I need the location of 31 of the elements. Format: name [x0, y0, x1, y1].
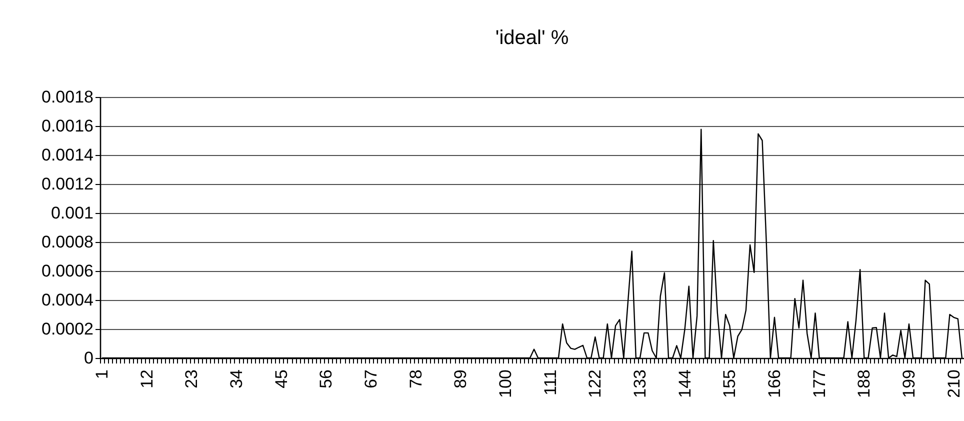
x-tick-label: 199: [899, 370, 918, 398]
y-tick-label: 0.0012: [42, 174, 94, 194]
y-tick-label: 0.0018: [42, 88, 94, 106]
y-tick-label: 0.0014: [42, 146, 94, 164]
x-tick-label: 100: [496, 370, 516, 398]
x-tick-label: 122: [586, 370, 605, 398]
x-tick-label: 67: [362, 370, 381, 388]
y-tick-label: 0.0006: [42, 262, 94, 280]
x-tick-label: 56: [316, 370, 336, 388]
x-tick-label: 78: [406, 370, 426, 388]
y-tick-label: 0.0008: [42, 232, 94, 252]
y-tick-label: 0: [84, 348, 94, 368]
x-tick-label: 210: [944, 370, 964, 398]
x-tick-label: 144: [675, 370, 694, 398]
x-tick-label: 111: [540, 370, 560, 396]
x-tick-label: 1: [92, 370, 112, 379]
x-tick-label: 177: [810, 370, 829, 398]
x-tick-label: 188: [854, 370, 874, 398]
x-tick-label: 89: [451, 370, 470, 388]
chart-title: 'ideal' %: [495, 27, 569, 49]
x-tick-label: 133: [630, 370, 650, 398]
x-tick-label: 155: [720, 370, 740, 398]
x-tick-label: 166: [764, 370, 784, 398]
x-tick-label: 45: [272, 370, 291, 388]
y-tick-label: 0.001: [50, 204, 94, 222]
x-tick-label: 34: [227, 370, 246, 388]
y-tick-label: 0.0004: [42, 290, 94, 310]
y-tick-label: 0.0002: [42, 320, 94, 338]
x-tick-label: 12: [137, 370, 156, 388]
x-tick-label: 23: [182, 370, 202, 388]
y-tick-label: 0.0016: [42, 116, 94, 136]
